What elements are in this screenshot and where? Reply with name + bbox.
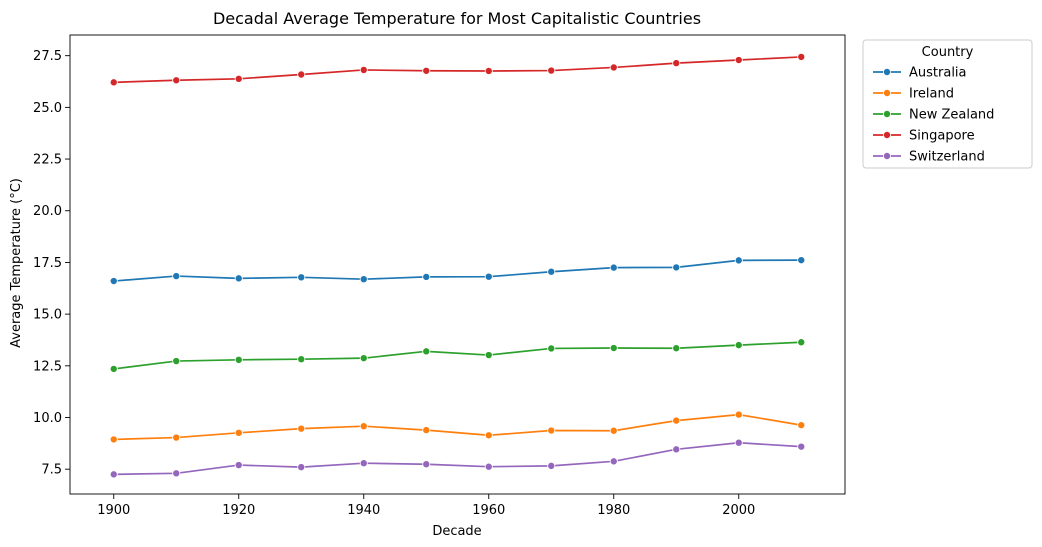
x-tick-label: 1940: [347, 503, 380, 518]
data-point-switzerland: [172, 469, 181, 478]
data-point-australia: [234, 274, 243, 283]
series-line-singapore: [113, 56, 802, 84]
data-point-singapore: [484, 66, 493, 75]
data-point-ireland: [672, 416, 681, 425]
data-point-new-zealand: [109, 364, 118, 373]
data-point-new-zealand: [422, 347, 431, 356]
x-axis-label: Decade: [432, 524, 481, 539]
legend-title: Country: [922, 45, 974, 60]
data-point-new-zealand: [547, 344, 556, 353]
series-line-australia: [113, 259, 802, 282]
y-tick-label: 15.0: [33, 308, 62, 323]
data-point-switzerland: [297, 463, 306, 472]
data-point-switzerland: [797, 442, 806, 451]
x-tick-label: 2000: [722, 503, 755, 518]
data-point-switzerland: [234, 461, 243, 470]
data-point-switzerland: [547, 461, 556, 470]
data-point-switzerland: [359, 459, 368, 468]
y-tick-label: 20.0: [33, 204, 62, 219]
y-tick-label: 25.0: [33, 101, 62, 116]
data-point-ireland: [547, 426, 556, 435]
data-point-singapore: [297, 70, 306, 79]
y-axis-label: Average Temperature (°C): [9, 178, 24, 348]
data-point-australia: [734, 256, 743, 265]
data-point-australia: [609, 263, 618, 272]
data-point-new-zealand: [484, 351, 493, 360]
chart-title: Decadal Average Temperature for Most Cap…: [213, 9, 701, 28]
data-point-singapore: [797, 52, 806, 61]
plot-area: 1900 1920 1940 1960 1980 2000 7.5 10.0 12.5 15.0 1…: [33, 34, 846, 518]
data-point-singapore: [234, 74, 243, 83]
data-point-singapore: [172, 76, 181, 85]
legend-marker: [883, 151, 892, 160]
data-point-switzerland: [609, 457, 618, 466]
legend-label: Singapore: [909, 129, 975, 144]
data-point-ireland: [359, 422, 368, 431]
data-point-ireland: [734, 410, 743, 419]
legend-marker: [883, 130, 892, 139]
data-point-australia: [109, 277, 118, 286]
data-point-ireland: [109, 435, 118, 444]
legend-label: Australia: [909, 66, 967, 81]
data-point-australia: [797, 256, 806, 265]
data-point-switzerland: [734, 438, 743, 447]
x-tick-label: 1980: [597, 503, 630, 518]
data-point-switzerland: [109, 470, 118, 479]
data-point-singapore: [672, 59, 681, 68]
data-point-switzerland: [422, 460, 431, 469]
y-tick-label: 27.5: [33, 49, 62, 64]
x-tick-label: 1960: [472, 503, 505, 518]
data-point-new-zealand: [797, 338, 806, 347]
data-point-new-zealand: [297, 355, 306, 364]
data-point-new-zealand: [172, 357, 181, 366]
x-tick-label: 1920: [222, 503, 255, 518]
data-point-australia: [359, 275, 368, 284]
data-point-singapore: [109, 78, 118, 87]
legend-label: Ireland: [909, 87, 954, 102]
legend-marker: [883, 110, 892, 119]
legend-label: Switzerland: [909, 150, 985, 165]
data-point-ireland: [484, 431, 493, 440]
legend-marker: [883, 68, 892, 77]
legend-label: New Zealand: [909, 108, 994, 123]
y-tick-label: 7.5: [41, 463, 62, 478]
data-point-australia: [172, 272, 181, 281]
data-point-australia: [672, 263, 681, 272]
data-point-ireland: [234, 428, 243, 437]
plot-frame: [69, 34, 846, 495]
data-point-australia: [422, 272, 431, 281]
data-point-australia: [297, 273, 306, 282]
data-point-switzerland: [672, 445, 681, 454]
data-point-ireland: [797, 421, 806, 430]
data-point-ireland: [172, 433, 181, 442]
data-point-new-zealand: [359, 354, 368, 363]
series-line-new-zealand: [113, 341, 802, 370]
y-tick-label: 10.0: [33, 411, 62, 426]
data-point-australia: [484, 272, 493, 281]
data-point-singapore: [609, 63, 618, 72]
data-point-singapore: [422, 66, 431, 75]
data-point-ireland: [609, 426, 618, 435]
y-tick-label: 12.5: [33, 359, 62, 374]
data-point-new-zealand: [672, 344, 681, 353]
data-point-singapore: [547, 66, 556, 75]
legend: Country Australia Ireland New Zealand Singap…: [862, 39, 1033, 169]
legend-box: [862, 39, 1033, 169]
data-point-australia: [547, 267, 556, 276]
data-point-singapore: [359, 65, 368, 74]
data-point-new-zealand: [734, 341, 743, 350]
series-line-ireland: [113, 413, 802, 441]
y-tick-label: 22.5: [33, 153, 62, 168]
data-point-singapore: [734, 56, 743, 65]
x-tick-label: 1900: [97, 503, 130, 518]
data-point-new-zealand: [609, 344, 618, 353]
data-point-ireland: [297, 424, 306, 433]
y-tick-label: 17.5: [33, 256, 62, 271]
data-point-new-zealand: [234, 355, 243, 364]
legend-marker: [883, 89, 892, 98]
data-point-ireland: [422, 426, 431, 435]
series-line-switzerland: [113, 441, 802, 476]
data-point-switzerland: [484, 462, 493, 471]
